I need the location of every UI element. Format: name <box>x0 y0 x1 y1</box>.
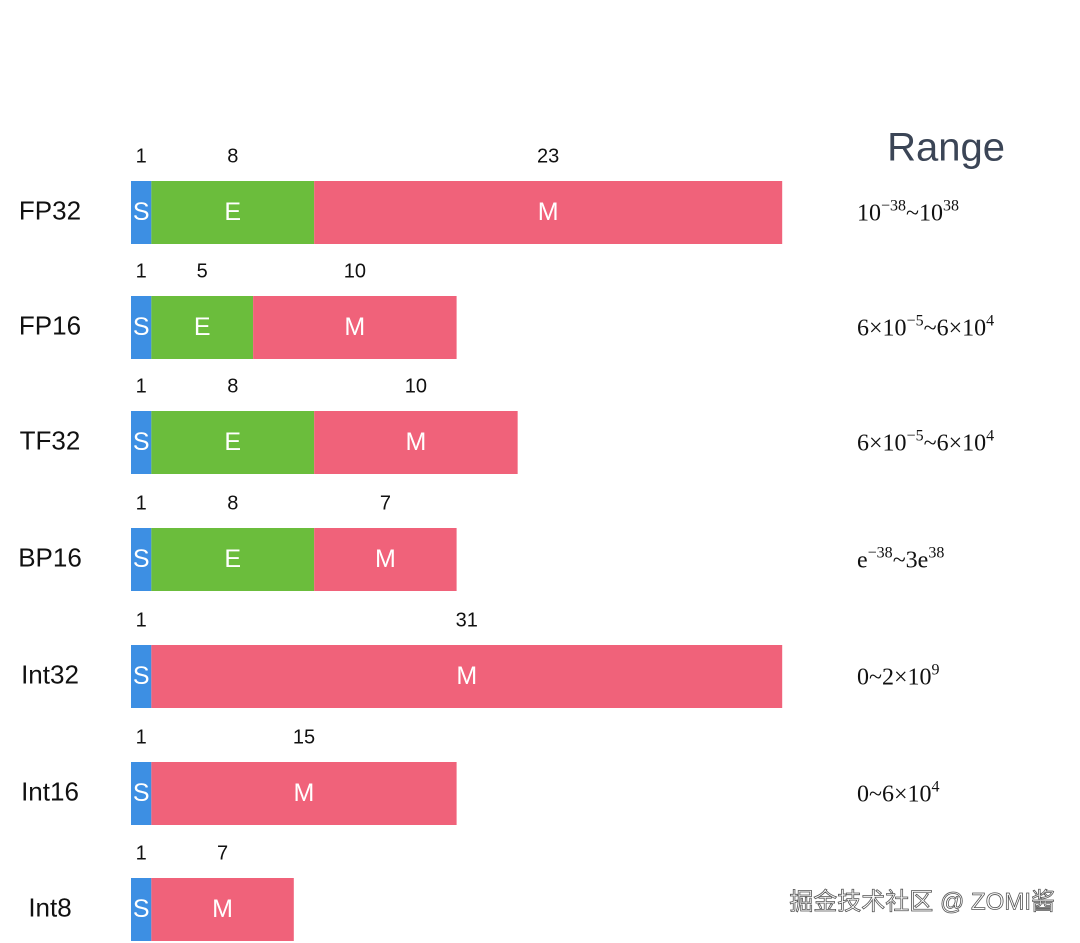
segment-label: E <box>194 313 211 341</box>
range-exponent: −5 <box>907 427 924 444</box>
bit-count: 23 <box>537 145 559 167</box>
format-name: FP16 <box>19 310 81 340</box>
bit-segment <box>131 878 152 941</box>
range-exponent: 38 <box>928 544 944 561</box>
bit-count: 8 <box>227 145 238 167</box>
range-value: 0~2×109 <box>857 661 940 690</box>
segment-label: S <box>133 662 150 690</box>
range-value: 6×10−5~6×104 <box>857 312 994 341</box>
bit-count: 31 <box>456 609 478 631</box>
format-name: Int32 <box>21 659 79 689</box>
range-value: 10−38~1038 <box>857 197 959 226</box>
range-exponent: 38 <box>943 197 959 214</box>
format-name: BP16 <box>18 542 82 572</box>
segment-label: M <box>294 779 315 807</box>
segment-label: M <box>212 895 233 923</box>
segment-label: M <box>344 313 365 341</box>
range-value: 6×10−5~6×104 <box>857 427 994 456</box>
range-exponent: 4 <box>932 778 940 795</box>
bit-segment <box>151 181 315 244</box>
range-title: Range <box>887 126 1005 170</box>
bit-segment <box>131 528 152 591</box>
range-base: ~10 <box>906 200 943 226</box>
format-name: TF32 <box>20 425 81 455</box>
bit-count: 1 <box>136 145 147 167</box>
range-exponent: −38 <box>868 544 893 561</box>
bit-count: 10 <box>344 260 366 282</box>
bit-count: 1 <box>136 609 147 631</box>
bit-segment <box>131 645 152 708</box>
bit-count: 1 <box>136 726 147 748</box>
bit-segment <box>151 762 457 825</box>
bit-segment <box>131 411 152 474</box>
bit-count: 1 <box>136 842 147 864</box>
range-base: 0~6×10 <box>857 781 932 807</box>
range-base: 0~2×10 <box>857 664 932 690</box>
bit-segment <box>131 296 152 359</box>
range-exponent: 9 <box>932 661 940 678</box>
bit-count: 7 <box>217 842 228 864</box>
range-value: 0~6×104 <box>857 778 940 807</box>
segment-label: S <box>133 545 150 573</box>
segment-label: S <box>133 779 150 807</box>
range-base: ~3e <box>893 547 929 573</box>
format-name: FP32 <box>19 195 81 225</box>
bit-segment <box>151 878 294 941</box>
range-exponent: 4 <box>986 427 994 444</box>
bit-count: 15 <box>293 726 315 748</box>
segment-label: E <box>224 198 241 226</box>
range-exponent: −38 <box>881 197 906 214</box>
segment-label: M <box>538 198 559 226</box>
range-base: e <box>857 547 868 573</box>
bit-segment <box>151 645 783 708</box>
range-exponent: −5 <box>907 312 924 329</box>
range-value: e−38~3e38 <box>857 544 944 573</box>
segment-label: S <box>133 313 150 341</box>
bit-segment <box>151 528 315 591</box>
segment-label: S <box>133 895 150 923</box>
bit-count: 1 <box>136 492 147 514</box>
format-name: Int8 <box>28 892 71 922</box>
segment-label: E <box>224 428 241 456</box>
bit-count: 8 <box>227 375 238 397</box>
range-base: 6×10 <box>857 315 907 341</box>
segment-label: M <box>405 428 426 456</box>
segment-label: E <box>224 545 241 573</box>
bit-count: 7 <box>380 492 391 514</box>
bit-segment <box>151 296 254 359</box>
bit-segment <box>314 411 518 474</box>
bit-count: 1 <box>136 375 147 397</box>
range-exponent: 4 <box>986 312 994 329</box>
range-base: 10 <box>857 200 881 226</box>
bit-count: 8 <box>227 492 238 514</box>
segment-label: S <box>133 428 150 456</box>
range-base: ~6×10 <box>924 315 987 341</box>
bit-segment <box>131 762 152 825</box>
segment-label: M <box>456 662 477 690</box>
range-base: ~6×10 <box>924 430 987 456</box>
watermark: 掘金技术社区 @ ZOMI酱 <box>789 888 1055 915</box>
bit-count: 5 <box>197 260 208 282</box>
bit-segment <box>151 411 315 474</box>
segment-label: S <box>133 198 150 226</box>
format-name: Int16 <box>21 776 79 806</box>
segment-label: M <box>375 545 396 573</box>
bit-segment <box>131 181 152 244</box>
bit-segment <box>253 296 457 359</box>
bit-segment <box>314 528 457 591</box>
bit-segment <box>314 181 783 244</box>
bit-count: 1 <box>136 260 147 282</box>
bit-count: 10 <box>405 375 427 397</box>
range-base: 6×10 <box>857 430 907 456</box>
